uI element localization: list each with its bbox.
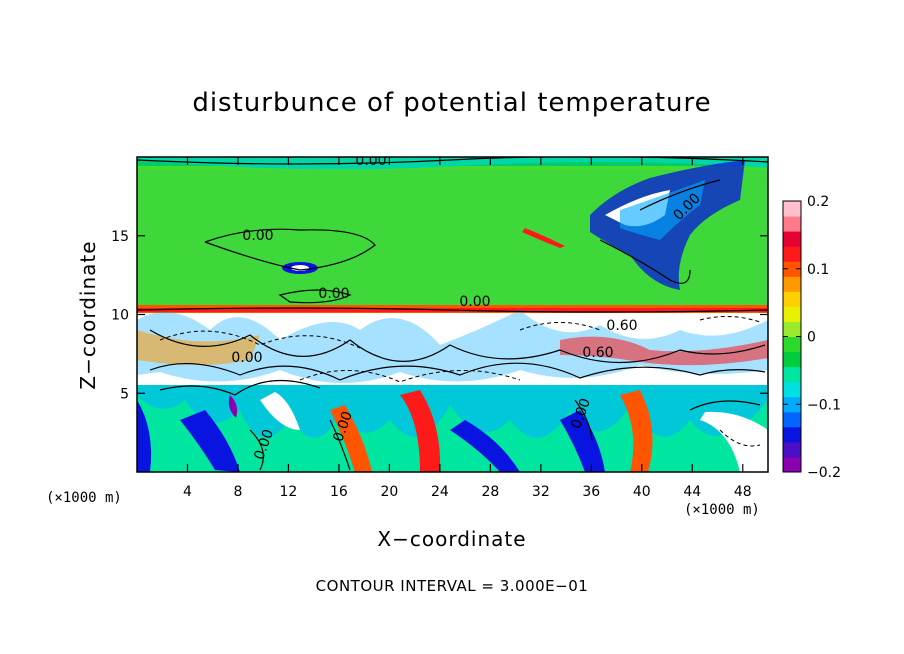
y-axis-label: Z−coordinate xyxy=(76,240,100,390)
contour-label: 0.60 xyxy=(582,345,613,361)
x-unit-label-right: (×1000 m) xyxy=(684,502,760,518)
colorbar-tick-label: 0.2 xyxy=(807,194,829,210)
colorbar-segment xyxy=(783,216,801,232)
x-tick-label: 20 xyxy=(380,484,398,500)
x-unit-label-left: (×1000 m) xyxy=(46,490,122,506)
x-tick-label: 8 xyxy=(233,484,242,500)
colorbar-segment xyxy=(783,276,801,292)
colorbar-segment xyxy=(783,306,801,322)
colorbar-segment xyxy=(783,261,801,277)
heatmap-field: 0.000.000.00 0.000.000.600.600.000.000.00… xyxy=(137,153,768,472)
contour-label: 0.00 xyxy=(242,228,273,244)
contour-label: 0.00 xyxy=(231,350,262,366)
x-tick-label: 48 xyxy=(734,484,752,500)
colorbar-segment xyxy=(783,381,801,398)
colorbar-segment xyxy=(783,231,801,247)
colorbar-segment xyxy=(783,411,801,428)
x-tick-label: 24 xyxy=(431,484,449,500)
colorbar-tick-label: −0.2 xyxy=(807,465,841,481)
colorbar-segment xyxy=(783,366,801,383)
y-tick-label: 5 xyxy=(120,386,129,402)
colorbar-tick-label: 0.1 xyxy=(807,262,829,278)
contour-interval-note: CONTOUR INTERVAL = 3.000E−01 xyxy=(315,577,589,595)
x-axis-label: X−coordinate xyxy=(377,527,527,551)
colorbar-segment xyxy=(783,321,801,337)
x-tick-label: 32 xyxy=(532,484,550,500)
y-tick-label: 10 xyxy=(111,308,129,324)
colorbar-tick-label: −0.1 xyxy=(807,397,841,413)
contour-label: 0.60 xyxy=(606,318,637,334)
y-axis: 5 10 15 xyxy=(111,229,768,402)
x-tick-label: 12 xyxy=(280,484,298,500)
x-tick-label: 4 xyxy=(183,484,192,500)
x-tick-label: 44 xyxy=(683,484,701,500)
colorbar-segment xyxy=(783,426,801,443)
colorbar-segment xyxy=(783,351,801,368)
x-tick-label: 40 xyxy=(633,484,651,500)
colorbar: 0.2 0.1 0 −0.1 −0.2 xyxy=(782,194,841,481)
contour-label: 0.00 xyxy=(318,286,349,302)
colorbar-segment xyxy=(783,201,801,217)
y-tick-label: 15 xyxy=(111,229,129,245)
x-axis: 4 8 12 16 20 24 28 32 36 40 44 48 xyxy=(183,157,752,500)
colorbar-segment xyxy=(783,441,801,458)
colorbar-tick-label: 0 xyxy=(807,330,816,346)
contour-label: 0.00 xyxy=(355,153,386,169)
colorbar-segment xyxy=(783,291,801,307)
x-tick-label: 16 xyxy=(330,484,348,500)
chart-title: disturbunce of potential temperature xyxy=(192,88,712,118)
x-tick-label: 28 xyxy=(481,484,499,500)
x-tick-label: 36 xyxy=(582,484,600,500)
colorbar-segment xyxy=(783,246,801,262)
colorbar-segment xyxy=(783,396,801,413)
colorbar-segment xyxy=(783,456,801,473)
contour-label: 0.00 xyxy=(459,294,490,310)
colorbar-segment xyxy=(783,336,801,353)
